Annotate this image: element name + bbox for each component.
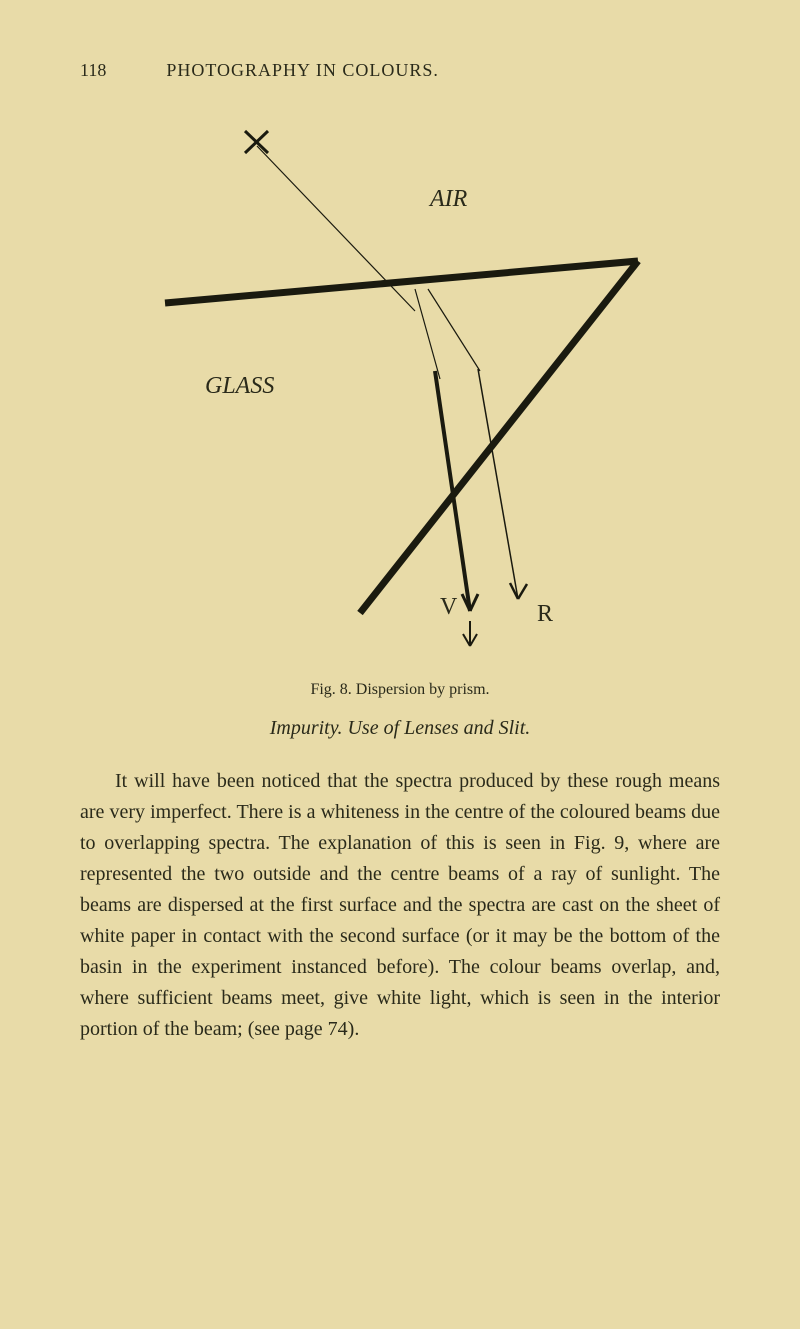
page-number: 118: [80, 60, 106, 81]
dispersion-diagram: AIR GLASS V R: [80, 111, 720, 671]
dispersed-ray-r: [478, 369, 518, 599]
internal-ray-2: [428, 289, 480, 371]
air-label: AIR: [430, 186, 467, 213]
page-header: 118 PHOTOGRAPHY IN COLOURS.: [80, 60, 720, 81]
v-label: V: [440, 594, 457, 621]
glass-label: GLASS: [205, 373, 274, 400]
dispersed-ray-v: [435, 371, 470, 611]
prism-exit-surface: [360, 261, 638, 613]
arrow-down-icon: [463, 621, 477, 646]
running-title: PHOTOGRAPHY IN COLOURS.: [166, 60, 439, 81]
r-label: R: [537, 601, 553, 628]
body-paragraph: It will have been noticed that the spect…: [80, 766, 720, 1045]
cross-marker-icon: [245, 131, 268, 153]
section-subtitle: Impurity. Use of Lenses and Slit.: [80, 717, 720, 740]
prism-svg: [80, 111, 720, 671]
arrow-r-icon: [510, 583, 527, 599]
figure-caption: Fig. 8. Dispersion by prism.: [80, 681, 720, 699]
